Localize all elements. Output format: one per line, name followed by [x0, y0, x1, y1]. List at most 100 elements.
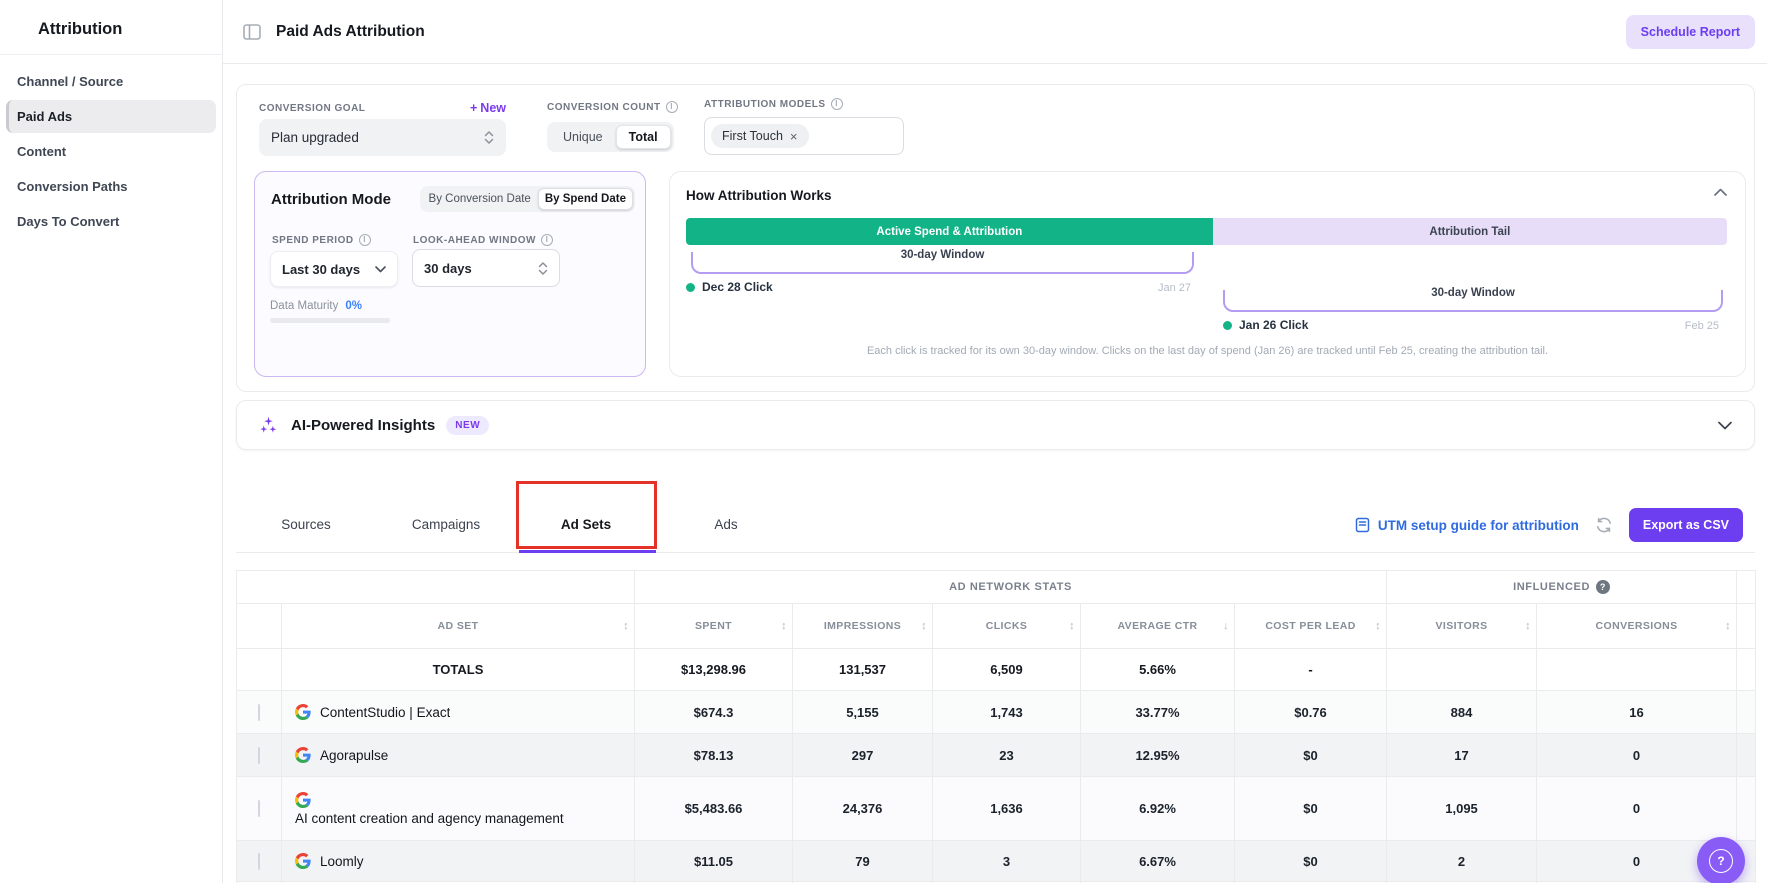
totals-label: TOTALS: [281, 648, 635, 691]
sidebar-item-channel-source[interactable]: Channel / Source: [17, 74, 124, 89]
window-bracket-2: 30-day Window: [1223, 287, 1723, 312]
chevron-up-down-icon: [538, 261, 548, 276]
spend-period-select[interactable]: Last 30 days: [270, 251, 398, 287]
info-icon[interactable]: i: [665, 101, 678, 113]
col-impressions[interactable]: IMPRESSIONS ↕: [792, 603, 933, 649]
tab-ad-sets[interactable]: Ad Sets: [560, 517, 612, 532]
attribution-timeline-bar: Active Spend & Attribution Attribution T…: [686, 218, 1727, 245]
sidebar-item-content[interactable]: Content: [17, 144, 67, 159]
google-ads-icon: [295, 853, 311, 869]
green-dot-icon: [686, 282, 695, 292]
col-clicks[interactable]: CLICKS ↕: [932, 603, 1081, 649]
utm-guide-link[interactable]: UTM setup guide for attribution: [1355, 517, 1579, 533]
data-maturity-value: 0%: [345, 300, 363, 312]
google-ads-icon: [295, 791, 311, 808]
attribution-mode-panel: Attribution Mode By Conversion Date By S…: [254, 171, 646, 377]
google-ads-icon: [295, 747, 311, 763]
active-tab-underline: [519, 550, 656, 553]
conversion-count-label: CONVERSION COUNT: [547, 101, 661, 113]
col-ad-set[interactable]: AD SET ↕: [281, 603, 635, 649]
ad-set-name[interactable]: ContentStudio | Exact: [320, 704, 451, 720]
col-cost-per-lead[interactable]: COST PER LEAD ↕: [1233, 603, 1388, 649]
tab-sources[interactable]: Sources: [281, 517, 331, 532]
conversion-count-total[interactable]: Total: [615, 125, 671, 149]
data-maturity-label: Data Maturity: [270, 300, 339, 312]
tab-ads[interactable]: Ads: [714, 517, 738, 532]
group-ad-network-stats: AD NETWORK STATS: [633, 570, 1388, 604]
page-title: Paid Ads Attribution: [276, 22, 425, 40]
look-ahead-label: LOOK-AHEAD WINDOW: [413, 234, 536, 246]
row-checkbox[interactable]: [258, 703, 260, 721]
ad-set-name[interactable]: AI content creation and agency managemen…: [295, 810, 564, 826]
sidebar-title: Attribution: [0, 0, 222, 55]
row-checkbox[interactable]: [258, 852, 260, 870]
select-all-cell: [236, 603, 282, 649]
sort-desc-icon: ↓: [1223, 620, 1229, 632]
table-column-header-row: AD SET ↕ SPENT ↕ IMPRESSIONS ↕ CLICKS ↕ AVER…: [236, 603, 1757, 649]
conversion-count-toggle: Unique Total: [547, 122, 674, 152]
ai-insights-card[interactable]: AI-Powered Insights NEW: [236, 400, 1755, 450]
collapse-sidebar-icon[interactable]: [243, 23, 261, 40]
conversion-goal-header: CONVERSION GOAL + New: [259, 101, 506, 115]
ad-set-name[interactable]: Loomly: [320, 853, 364, 869]
col-visitors[interactable]: VISITORS ↕: [1386, 603, 1538, 649]
spend-period-label: SPEND PERIOD: [272, 234, 354, 246]
plus-icon: +: [469, 101, 478, 115]
help-button[interactable]: ?: [1697, 837, 1745, 883]
first-touch-chip: First Touch ×: [711, 124, 809, 148]
info-icon[interactable]: i: [540, 234, 553, 246]
top-bar: Paid Ads Attribution Schedule Report: [223, 0, 1767, 64]
look-ahead-select[interactable]: 30 days: [412, 249, 560, 287]
row-checkbox[interactable]: [258, 746, 260, 764]
data-maturity-bar: [270, 318, 390, 323]
sort-icon: ↕: [1725, 620, 1732, 632]
window-label-1: 30-day Window: [900, 249, 985, 261]
table-row-partial: [236, 881, 1757, 883]
table-row: Agorapulse $78.13 297 23 12.95% $0 17 0: [236, 733, 1757, 777]
tab-campaigns[interactable]: Campaigns: [411, 517, 481, 532]
table-actions: UTM setup guide for attribution Export a…: [1355, 500, 1743, 550]
new-goal-button[interactable]: + New: [469, 101, 506, 115]
remove-chip-icon[interactable]: ×: [789, 128, 798, 144]
sidebar-item-paid-ads[interactable]: Paid Ads: [6, 100, 216, 133]
col-conversions[interactable]: CONVERSIONS ↕: [1536, 603, 1738, 649]
green-dot-icon: [1223, 320, 1232, 330]
attribution-models-block: ATTRIBUTION MODELS i First Touch ×: [704, 98, 904, 155]
sidebar-item-days-to-convert[interactable]: Days To Convert: [17, 214, 120, 229]
window-label-2: 30-day Window: [1431, 287, 1515, 299]
question-icon[interactable]: ?: [1595, 580, 1610, 594]
col-average-ctr[interactable]: AVERAGE CTR ↓: [1080, 603, 1235, 649]
attribution-models-input[interactable]: First Touch ×: [704, 117, 904, 155]
ad-sets-table: AD NETWORK STATS INFLUENCED? AD SET ↕ SPE…: [236, 570, 1757, 883]
filters-card: CONVERSION GOAL + New Plan upgraded CONVE…: [236, 84, 1755, 392]
conversion-goal-label: CONVERSION GOAL: [259, 102, 366, 114]
col-spent[interactable]: SPENT ↕: [634, 603, 793, 649]
sort-icon: ↕: [1375, 620, 1382, 632]
sparkles-icon: [259, 416, 278, 435]
conversion-count-block: CONVERSION COUNT i Unique Total: [547, 101, 678, 152]
totals-row: TOTALS $13,298.96 131,537 6,509 5.66% -: [236, 648, 1757, 691]
by-spend-date-option[interactable]: By Spend Date: [537, 188, 633, 210]
export-csv-button[interactable]: Export as CSV: [1628, 508, 1743, 542]
sidebar-item-conversion-paths[interactable]: Conversion Paths: [17, 179, 128, 194]
info-icon[interactable]: i: [830, 98, 843, 110]
chevron-down-icon: [375, 265, 386, 273]
chevron-up-down-icon: [484, 130, 494, 145]
ad-set-name[interactable]: Agorapulse: [320, 747, 389, 763]
schedule-report-button[interactable]: Schedule Report: [1625, 14, 1755, 49]
google-ads-icon: [295, 704, 311, 720]
attribution-footnote: Each click is tracked for its own 30-day…: [866, 345, 1549, 357]
row-checkbox[interactable]: [258, 800, 260, 817]
attribution-mode-title: Attribution Mode: [271, 190, 391, 208]
refresh-icon[interactable]: [1595, 517, 1613, 533]
by-conversion-date-option[interactable]: By Conversion Date: [428, 193, 531, 205]
look-ahead-value: 30 days: [424, 260, 472, 276]
conversion-goal-select[interactable]: Plan upgraded: [259, 119, 506, 156]
chevron-down-icon[interactable]: [1718, 421, 1732, 430]
conversion-count-unique[interactable]: Unique: [563, 130, 603, 144]
window-bracket-1: 30-day Window: [691, 249, 1194, 274]
conversion-goal-value: Plan upgraded: [271, 130, 359, 145]
group-influenced: INFLUENCED: [1513, 581, 1590, 593]
info-icon[interactable]: i: [358, 234, 371, 246]
chevron-up-icon[interactable]: [1714, 188, 1727, 196]
